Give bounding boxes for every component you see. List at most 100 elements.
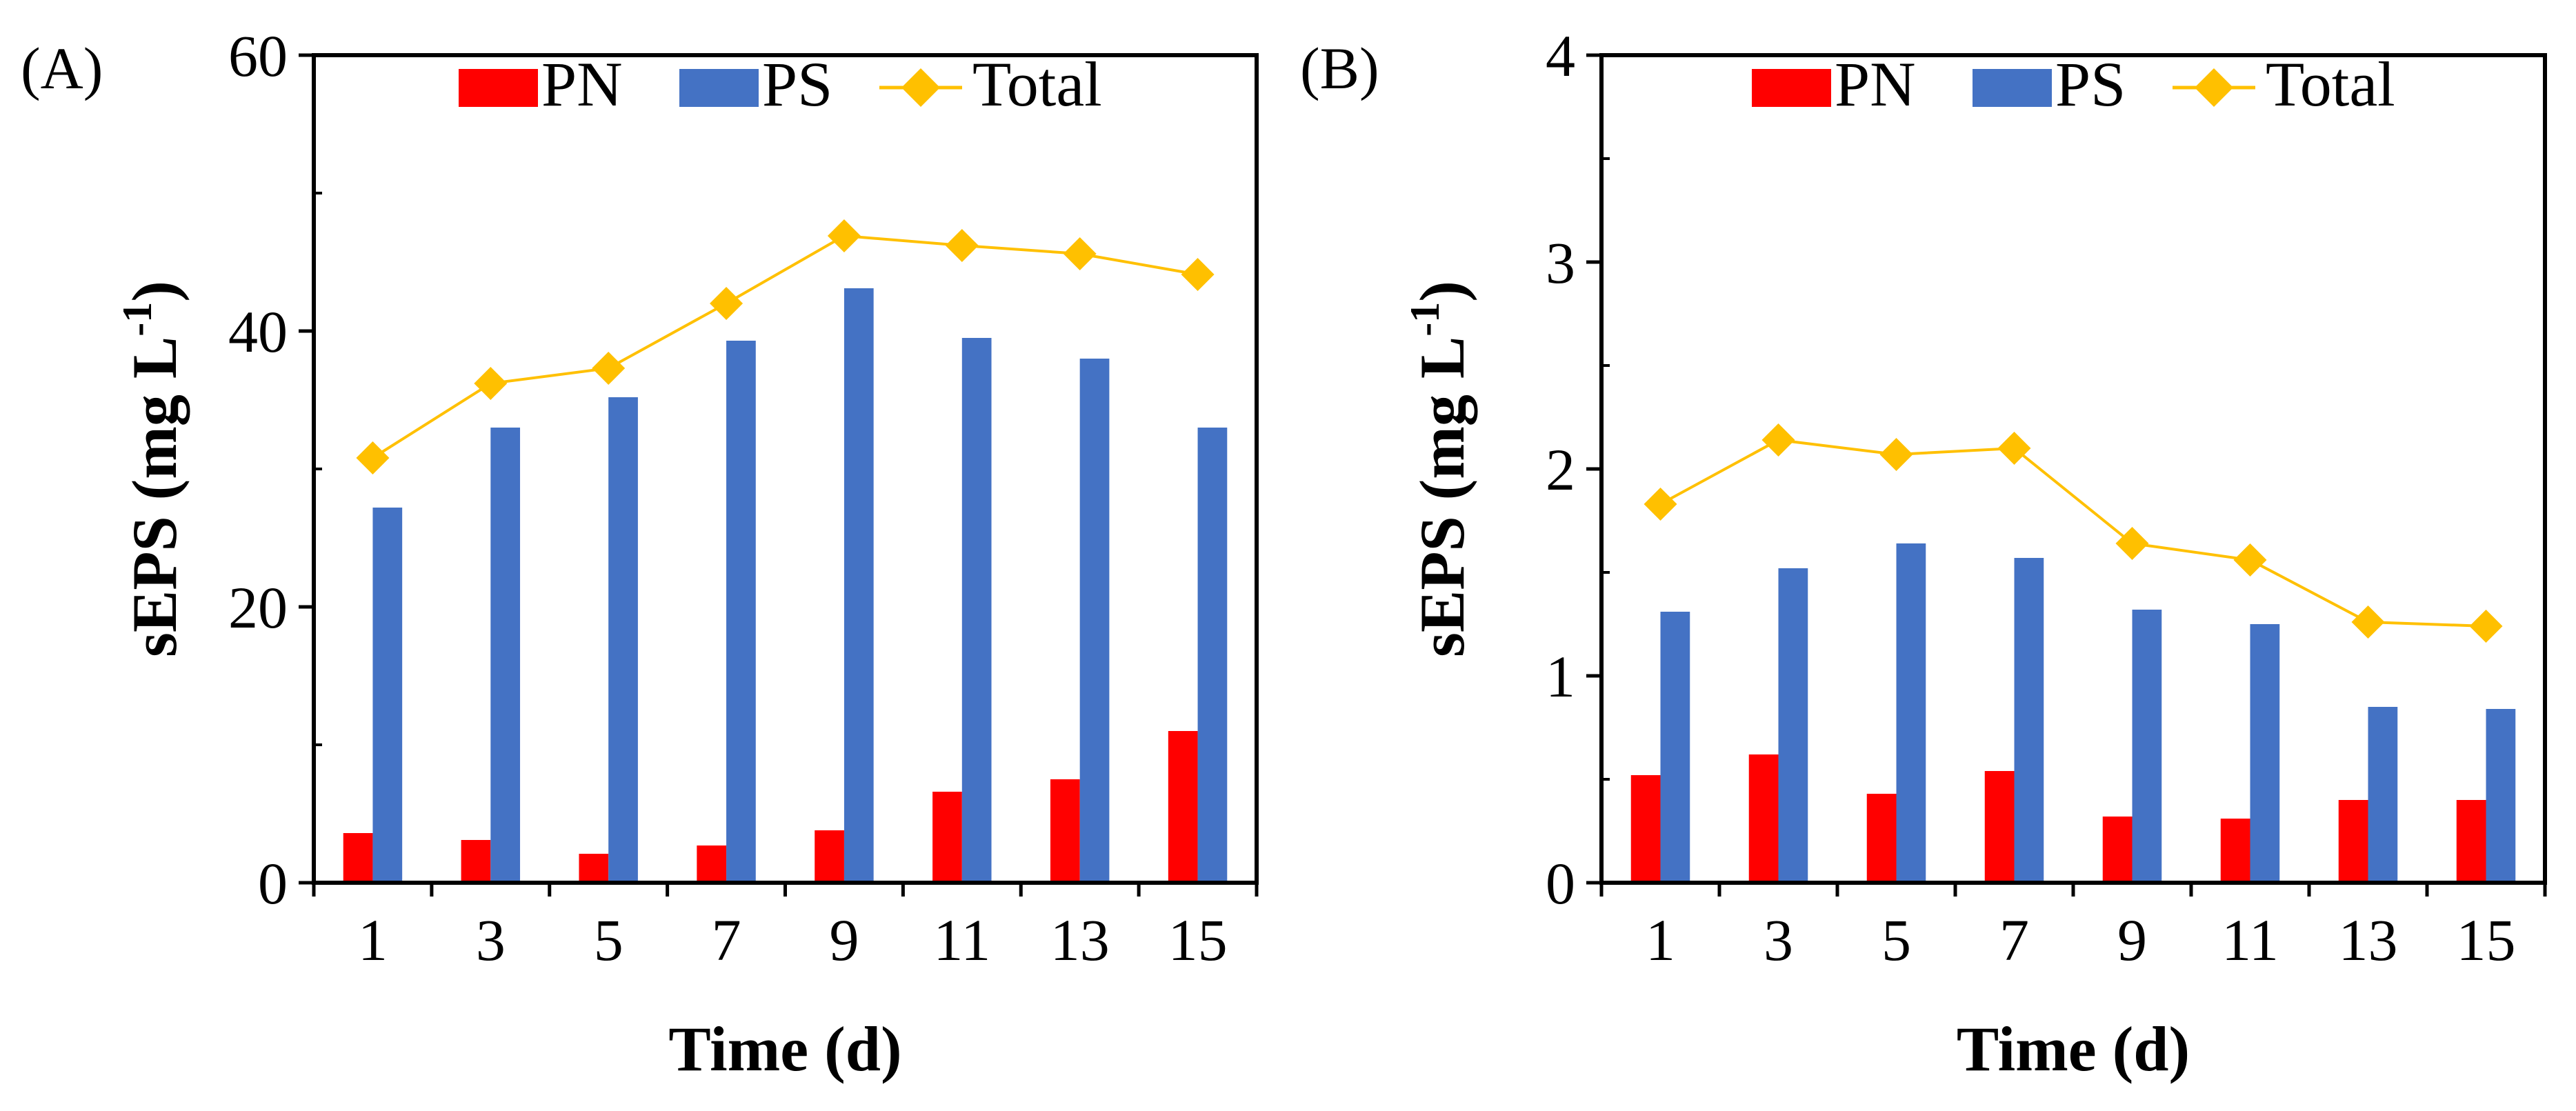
x-tick-label: 15 — [2457, 907, 2516, 973]
pn-bar — [2102, 817, 2133, 883]
total-marker — [2233, 543, 2267, 577]
x-tick-label: 3 — [476, 907, 506, 973]
pn-bar — [1984, 771, 2015, 883]
y-tick-label: 0 — [258, 850, 288, 917]
y-tick-label: 0 — [1546, 850, 1575, 917]
y-axis-title: sEPS (mg L-1) — [114, 281, 190, 657]
ps-bar — [2368, 707, 2398, 883]
pn-bar — [2220, 819, 2250, 883]
total-marker — [1181, 258, 1215, 291]
total-marker — [945, 229, 979, 262]
x-tick-label: 9 — [2117, 907, 2147, 973]
x-tick-label: 7 — [712, 907, 741, 973]
x-tick-label: 11 — [933, 907, 990, 973]
x-axis-title: Time (d) — [1957, 1014, 2190, 1084]
x-tick-label: 1 — [1646, 907, 1675, 973]
y-tick-label: 1 — [1546, 643, 1575, 710]
y-axis-title-main: sEPS (mg L — [1407, 337, 1477, 657]
total-marker — [2469, 610, 2503, 643]
x-tick-label: 15 — [1168, 907, 1228, 973]
ps-bar — [608, 397, 638, 883]
y-axis-title-superscript: -1 — [114, 302, 160, 337]
legend-label-ps: PS — [762, 49, 832, 119]
legend-swatch-ps — [1973, 69, 2052, 107]
total-marker — [827, 219, 861, 252]
legend-label-pn: PN — [541, 49, 623, 119]
y-tick-label: 4 — [1546, 23, 1575, 89]
y-axis-title-superscript: -1 — [1402, 302, 1448, 337]
pn-bar — [1630, 775, 1661, 883]
total-marker — [474, 367, 508, 400]
x-tick-label: 7 — [1999, 907, 2029, 973]
ps-bar — [372, 508, 403, 883]
total-line — [372, 234, 1198, 459]
y-tick-label: 2 — [1546, 437, 1575, 503]
legend-swatch-pn — [1752, 69, 1831, 107]
y-tick-label: 40 — [228, 299, 288, 365]
total-marker — [2115, 527, 2149, 560]
total-line — [1659, 438, 2486, 628]
ps-bar — [1896, 543, 1926, 883]
total-marker — [1761, 423, 1795, 457]
ps-bar — [2014, 558, 2044, 883]
pn-bar — [2338, 800, 2368, 883]
pn-bar — [579, 854, 609, 883]
ps-bar — [1660, 612, 1690, 883]
total-marker — [710, 287, 743, 320]
pn-bar — [1748, 754, 1779, 883]
y-axis-title: sEPS (mg L-1) — [1402, 281, 1477, 657]
y-tick-label: 60 — [228, 23, 288, 89]
legend-label-total: Total — [2266, 49, 2395, 119]
total-marker — [1879, 438, 1913, 471]
pn-bar — [697, 845, 727, 883]
y-tick-label: 20 — [228, 574, 288, 641]
pn-bar — [1168, 731, 1198, 883]
ps-bar — [961, 338, 992, 883]
y-axis-title-close: ) — [1407, 281, 1477, 302]
total-marker — [592, 352, 626, 385]
ps-bar — [2250, 624, 2280, 883]
ps-bar — [1079, 359, 1110, 883]
legend-marker-total — [2195, 68, 2233, 107]
total-marker — [1997, 432, 2031, 465]
ps-bar — [1778, 568, 1808, 883]
pn-bar — [461, 840, 491, 883]
x-tick-label: 3 — [1764, 907, 1793, 973]
pn-bar — [932, 792, 962, 883]
total-marker — [2351, 605, 2385, 639]
ps-bar — [490, 428, 521, 883]
y-axis-title-main: sEPS (mg L — [119, 337, 190, 657]
x-tick-label: 9 — [829, 907, 859, 973]
ps-bar — [843, 288, 874, 883]
legend-swatch-pn — [459, 69, 538, 107]
total-marker — [1063, 237, 1097, 270]
ps-bar — [2486, 709, 2516, 883]
pn-bar — [2456, 800, 2486, 883]
x-axis-title: Time (d) — [668, 1014, 901, 1084]
panel-label: (B) — [1300, 35, 1379, 101]
ps-bar — [2132, 610, 2162, 883]
pn-bar — [1050, 779, 1080, 883]
y-tick-label: 3 — [1546, 230, 1575, 296]
ps-bar — [1197, 428, 1228, 883]
y-axis-title-close: ) — [119, 281, 190, 302]
x-tick-label: 5 — [594, 907, 623, 973]
x-tick-label: 13 — [2339, 907, 2398, 973]
pn-bar — [343, 833, 373, 883]
legend-label-pn: PN — [1835, 49, 1916, 119]
x-tick-label: 11 — [2221, 907, 2279, 973]
ps-bar — [726, 341, 756, 883]
total-marker — [1644, 488, 1677, 521]
panel-label: (A) — [21, 35, 103, 101]
x-tick-label: 1 — [358, 907, 388, 973]
pn-bar — [1866, 794, 1897, 883]
legend-swatch-ps — [679, 69, 759, 107]
pn-bar — [815, 830, 844, 883]
x-tick-label: 5 — [1881, 907, 1911, 973]
legend-label-total: Total — [972, 49, 1102, 119]
total-marker — [356, 441, 390, 474]
legend-marker-total — [901, 68, 940, 107]
